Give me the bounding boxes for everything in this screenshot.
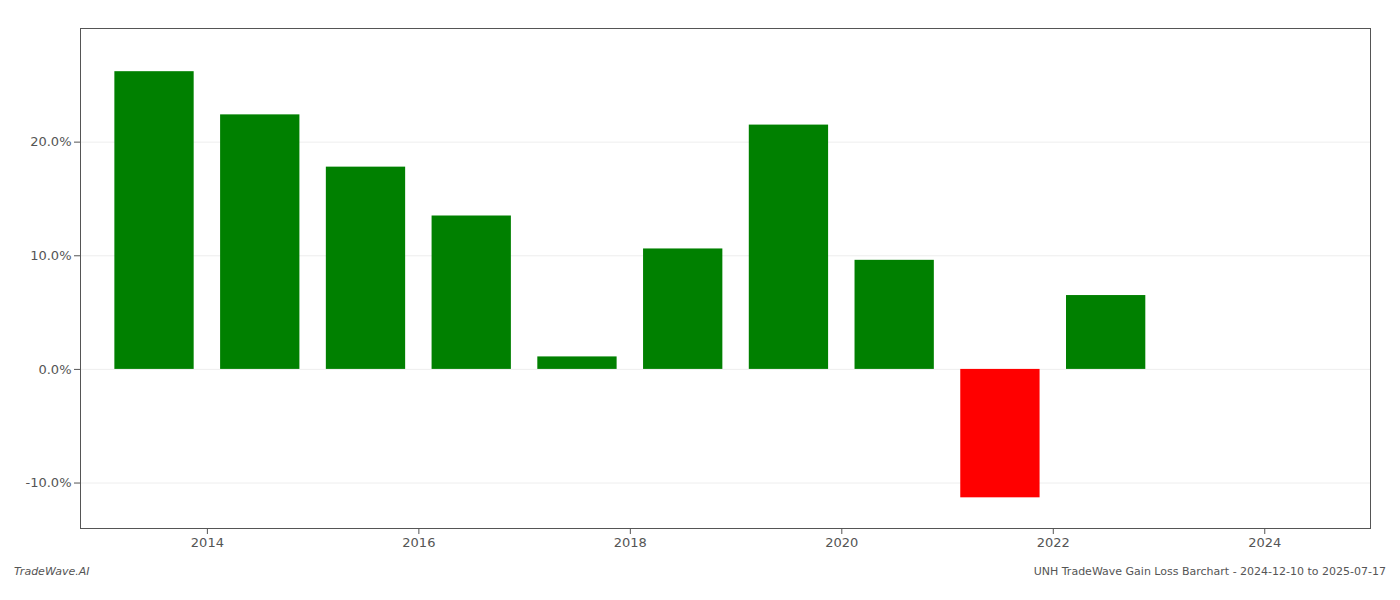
svg-text:2022: 2022 <box>1037 535 1070 550</box>
svg-text:2020: 2020 <box>825 535 858 550</box>
svg-text:-10.0%: -10.0% <box>26 475 72 490</box>
svg-text:2016: 2016 <box>402 535 435 550</box>
svg-text:20.0%: 20.0% <box>30 134 71 149</box>
html-text:TradeWave.AI: TradeWave.AI <box>14 565 90 578</box>
svg-text:2024: 2024 <box>1248 535 1281 550</box>
svg-text:2014: 2014 <box>191 535 224 550</box>
svg-text:2018: 2018 <box>614 535 647 550</box>
svg-text:0.0%: 0.0% <box>38 362 71 377</box>
html-text:UNH TradeWave Gain Loss Barcha: UNH TradeWave Gain Loss Barchart - 2024-… <box>1033 565 1386 578</box>
svg-text:10.0%: 10.0% <box>30 248 71 263</box>
